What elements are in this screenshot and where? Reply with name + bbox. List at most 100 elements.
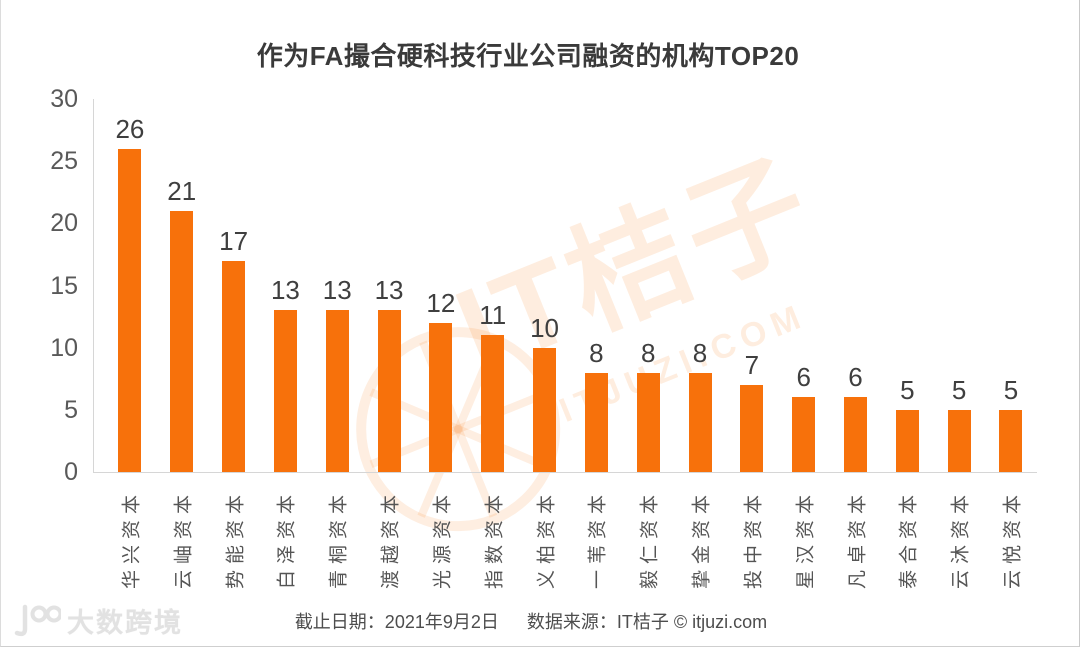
bar [584,372,608,472]
x-category-label: 云悦资本 [1002,488,1024,590]
bar-value-label: 8 [692,337,708,368]
chart-title: 作为FA撮合硬科技行业公司融资的机构TOP20 [256,41,800,71]
bar-slot: 17 [208,228,260,472]
x-category-label: 凡卓资本 [847,488,868,590]
bar-value-label: 6 [796,362,811,393]
bar-slot: 10 [519,315,571,472]
bar-value-label: 26 [115,113,145,144]
x-category-label: 云岫资本 [173,488,195,590]
y-tick-label: 5 [64,395,78,424]
y-tick-label: 0 [64,458,78,486]
x-label-cell: 势能资本 [208,473,260,605]
bar-slot: 21 [156,178,208,472]
bar-slot: 5 [985,377,1037,472]
x-label-cell: 云岫资本 [156,473,208,605]
bar-slot: 13 [363,277,415,472]
bar [325,310,349,472]
y-tick-label: 10 [50,333,78,362]
x-label-cell: 云悦资本 [985,473,1037,605]
x-label-cell: 毅仁资本 [622,473,674,605]
bar-value-label: 13 [270,275,300,306]
bar-value-label: 5 [1003,374,1019,405]
x-category-label: 光源资本 [432,488,454,590]
x-label-cell: 华兴资本 [104,473,156,605]
bar-value-label: 11 [479,300,507,331]
bar-value-label: 12 [426,287,456,318]
x-category-label: 指数资本 [484,488,506,590]
x-label-cell: 云沐资本 [933,473,985,605]
x-label-cell: 挚金资本 [674,473,726,605]
bar-slot: 5 [933,377,985,472]
x-category-label: 义柏资本 [536,488,558,590]
bar-slot: 6 [830,364,882,472]
x-label-cell: 一苇资本 [570,473,622,605]
bar [118,148,142,472]
bar [688,372,712,472]
bar-slot: 26 [104,116,156,472]
x-axis-labels: 华兴资本 云岫资本 势能资本 白泽资本 青桐资本 渡越资本 光源资本 指数资本 义柏资本 一苇资本… [104,473,1037,605]
bar [740,384,764,472]
bar-slot: 8 [622,340,674,472]
bar [377,310,401,472]
bar [170,210,194,472]
bar-slot: 8 [570,340,622,472]
bars-row: 26 21 17 13 13 13 12 11 10 8 8 8 7 6 6 5 5 5 [94,99,1037,472]
bar [273,310,297,472]
bar-value-label: 13 [322,275,352,306]
bar-value-label: 7 [744,349,760,380]
x-category-label: 挚金资本 [691,488,713,590]
x-category-label: 投中资本 [743,488,765,590]
x-label-cell: 青桐资本 [311,473,363,605]
bar [844,397,867,472]
bar-value-label: 8 [589,337,604,368]
y-tick-label: 25 [50,147,78,176]
x-category-label: 华兴资本 [121,488,143,590]
bar [481,335,505,472]
x-category-label: 渡越资本 [380,488,402,590]
bar-slot: 13 [311,277,363,472]
bar-slot: 8 [674,340,726,472]
bar [999,409,1023,472]
bar [636,372,660,472]
y-tick-label: 20 [50,209,78,238]
x-category-label: 势能资本 [225,488,247,590]
x-label-cell: 泰合资本 [881,473,933,605]
x-label-cell: 投中资本 [726,473,778,605]
bar-slot: 12 [415,290,467,472]
bar-value-label: 13 [374,275,404,306]
bar-value-label: 6 [848,362,863,393]
data-source-label: 数据来源：IT桔子 © itjuzi.com [526,612,768,632]
cutoff-date-label: 截止日期：2021年9月2日 [294,612,499,632]
bar [895,409,919,472]
x-category-label: 星汉资本 [795,488,817,590]
x-category-label: 一苇资本 [587,488,609,590]
bar-slot: 7 [726,352,778,472]
bar-slot: 13 [259,277,311,472]
bar [533,347,557,472]
bar-value-label: 17 [219,225,249,256]
bar-value-label: 5 [951,374,967,405]
x-label-cell: 光源资本 [415,473,467,605]
y-tick-label: 15 [50,271,78,300]
x-category-label: 青桐资本 [328,488,350,590]
y-tick-label: 30 [50,85,78,113]
x-category-label: 泰合资本 [898,488,920,590]
bar-slot: 6 [778,364,830,472]
bar-value-label: 5 [900,374,915,405]
bar-value-label: 10 [530,312,559,343]
x-category-label: 毅仁资本 [639,488,661,590]
bar-slot: 5 [881,377,933,472]
x-label-cell: 凡卓资本 [830,473,882,605]
x-category-label: 白泽资本 [276,488,298,590]
bar [947,409,971,472]
x-label-cell: 星汉资本 [778,473,830,605]
bar-value-label: 8 [640,337,656,368]
bar [429,322,453,472]
chart-footer: 截止日期：2021年9月2日 数据来源：IT桔子 © itjuzi.com [1,608,1061,634]
bar-value-label: 21 [167,175,197,206]
x-label-cell: 白泽资本 [259,473,311,605]
bar [792,397,816,472]
x-label-cell: 指数资本 [467,473,519,605]
x-category-label: 云沐资本 [950,488,972,590]
